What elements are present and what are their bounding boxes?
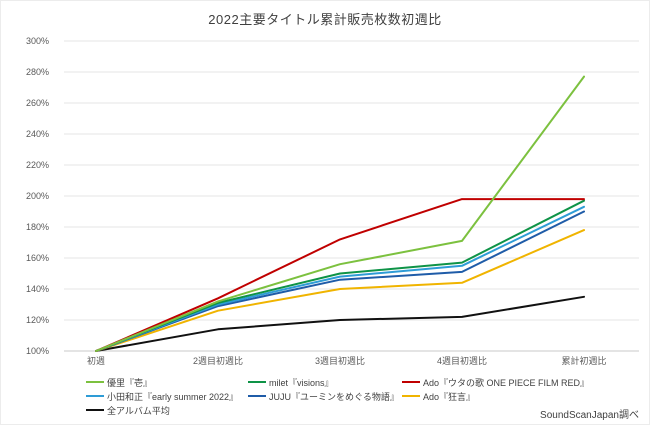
legend-item: 小田和正『early summer 2022』 bbox=[86, 390, 238, 402]
legend-item: Ado『狂言』 bbox=[402, 390, 475, 402]
legend-color-icon bbox=[86, 381, 104, 383]
legend-label: 優里『壱』 bbox=[107, 377, 153, 388]
y-axis-tick-label: 120% bbox=[26, 315, 49, 325]
chart-title: 2022主要タイトル累計販売枚数初週比 bbox=[208, 12, 442, 27]
x-axis-tick-label: 累計初週比 bbox=[561, 355, 606, 366]
legend-item: 優里『壱』 bbox=[86, 376, 152, 388]
legend-item: Ado『ウタの歌 ONE PIECE FILM RED』 bbox=[402, 376, 589, 388]
x-axis-tick-label: 2週目初週比 bbox=[193, 355, 243, 366]
legend-label: Ado『狂言』 bbox=[423, 391, 476, 402]
legend-label: milet『visions』 bbox=[269, 377, 334, 388]
legend-color-icon bbox=[402, 381, 420, 383]
series-line-5 bbox=[95, 229, 585, 352]
source-credit: SoundScanJapan調べ bbox=[540, 410, 639, 421]
legend-color-icon bbox=[248, 381, 266, 383]
legend-item: 全アルバム平均 bbox=[86, 404, 170, 416]
series-line-0 bbox=[95, 75, 585, 352]
y-axis-tick-label: 140% bbox=[26, 284, 49, 294]
y-axis-tick-label: 280% bbox=[26, 67, 49, 77]
legend-label: 全アルバム平均 bbox=[107, 405, 170, 416]
legend-label: JUJU『ユーミンをめぐる物語』 bbox=[269, 391, 399, 402]
legend-item: JUJU『ユーミンをめぐる物語』 bbox=[248, 390, 399, 402]
legend-label: 小田和正『early summer 2022』 bbox=[107, 391, 239, 402]
y-axis-tick-label: 220% bbox=[26, 160, 49, 170]
y-axis-tick-label: 300% bbox=[26, 36, 49, 46]
series-line-6 bbox=[95, 295, 585, 352]
legend-color-icon bbox=[86, 395, 104, 397]
legend-label: Ado『ウタの歌 ONE PIECE FILM RED』 bbox=[423, 377, 590, 388]
legend-item: milet『visions』 bbox=[248, 376, 334, 388]
series-line-4 bbox=[95, 210, 585, 352]
y-axis-tick-label: 240% bbox=[26, 129, 49, 139]
x-axis-tick-label: 初週 bbox=[87, 355, 105, 366]
y-axis-tick-label: 100% bbox=[26, 346, 49, 356]
legend-color-icon bbox=[402, 395, 420, 397]
x-axis-tick-label: 4週目初週比 bbox=[437, 355, 487, 366]
legend-color-icon bbox=[86, 409, 104, 411]
chart-legend: 優里『壱』 milet『visions』 Ado『ウタの歌 ONE PIECE FI… bbox=[1, 376, 649, 420]
series-line-2 bbox=[95, 198, 585, 352]
legend-color-icon bbox=[248, 395, 266, 397]
y-axis-tick-label: 260% bbox=[26, 98, 49, 108]
x-axis-tick-label: 3週目初週比 bbox=[315, 355, 365, 366]
y-axis-tick-label: 160% bbox=[26, 253, 49, 263]
y-axis-tick-label: 180% bbox=[26, 222, 49, 232]
y-axis-tick-label: 200% bbox=[26, 191, 49, 201]
